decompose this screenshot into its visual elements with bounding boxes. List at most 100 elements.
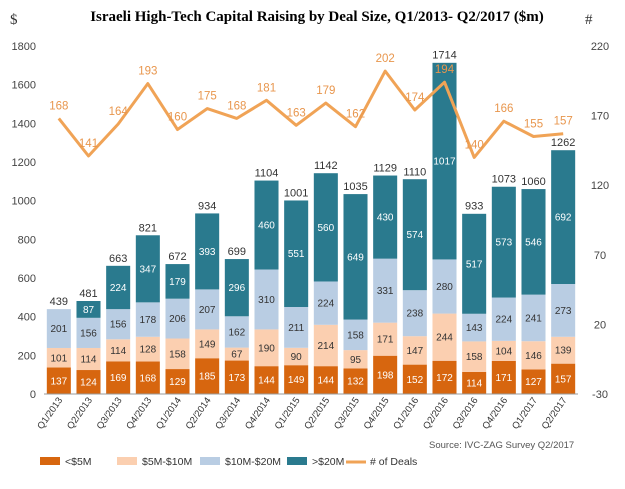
bar-segment xyxy=(343,350,368,369)
bar-segment xyxy=(254,269,279,330)
bar-segment xyxy=(343,319,368,351)
bar-segment xyxy=(224,316,249,348)
segment-value-label: 241 xyxy=(525,313,542,324)
segment-value-label: 179 xyxy=(169,277,186,288)
deals-value-label: 179 xyxy=(316,85,335,97)
bar-segment xyxy=(491,340,516,361)
bar-segment xyxy=(106,339,131,362)
deals-value-label: 163 xyxy=(287,107,306,119)
bar-segment xyxy=(491,297,516,341)
segment-value-label: 128 xyxy=(139,345,156,356)
bar-segment xyxy=(195,358,220,394)
segment-value-label: 143 xyxy=(466,323,483,334)
bar-segment xyxy=(521,189,546,295)
segment-value-label: 124 xyxy=(80,378,97,389)
total-value-label: 1110 xyxy=(403,166,426,178)
bar-segment xyxy=(373,258,398,323)
segment-value-label: 201 xyxy=(50,324,67,335)
segment-value-label: 173 xyxy=(228,373,245,384)
chart-title: Israeli High-Tech Capital Raising by Dea… xyxy=(90,9,544,25)
bar-segment xyxy=(284,200,309,307)
segment-value-label: 87 xyxy=(83,305,95,316)
bar-segment xyxy=(313,366,338,394)
bar-segment xyxy=(76,370,101,394)
bar-segment xyxy=(432,313,457,361)
bar-segment xyxy=(432,259,457,314)
deals-value-label: 160 xyxy=(168,112,187,124)
x-tick-label: Q2/2015 xyxy=(302,395,332,431)
bar-segment xyxy=(106,309,131,340)
total-value-label: 1714 xyxy=(432,50,456,62)
total-value-label: 1060 xyxy=(521,176,545,188)
bar-segment xyxy=(551,150,576,284)
x-tick-label: Q1/2014 xyxy=(154,395,184,431)
segment-value-label: 157 xyxy=(555,374,572,385)
legend-label: $5M-$10M xyxy=(142,456,192,468)
segment-value-label: 551 xyxy=(288,249,305,260)
right-axis-ticks: -30 20 70 120 170 220 xyxy=(591,41,609,401)
segment-value-label: 207 xyxy=(199,305,216,316)
segment-value-label: 127 xyxy=(525,377,542,388)
bar-segment xyxy=(254,180,279,270)
bar-segment xyxy=(313,173,338,282)
segment-value-label: 280 xyxy=(436,282,453,293)
total-value-label: 933 xyxy=(465,201,483,213)
bar-segment xyxy=(106,361,131,394)
deals-value-label: 202 xyxy=(376,53,395,65)
segment-value-label: 214 xyxy=(317,341,334,352)
x-tick-label: Q2/2017 xyxy=(540,395,570,431)
segment-value-label: 158 xyxy=(169,349,186,360)
segment-value-label: 460 xyxy=(258,221,275,232)
total-value-label: 439 xyxy=(50,296,68,308)
left-tick-label: 600 xyxy=(18,273,36,285)
bar-segment xyxy=(284,365,309,394)
bar-segment xyxy=(402,179,427,291)
legend-swatch xyxy=(200,457,220,465)
segment-value-label: 574 xyxy=(406,230,423,241)
bar-segment xyxy=(76,301,101,318)
segment-value-label: 224 xyxy=(110,283,127,294)
right-tick-label: 70 xyxy=(594,250,606,262)
segment-value-label: 296 xyxy=(228,283,245,294)
bar-segment xyxy=(224,347,249,361)
right-tick-label: 120 xyxy=(591,180,609,192)
segment-value-label: 224 xyxy=(317,299,334,310)
segment-value-label: 244 xyxy=(436,333,453,344)
deals-line-layer: 168 141 164 193 160 175 168 181 163 179 162 202 174 1… xyxy=(49,53,573,159)
segment-value-label: 393 xyxy=(199,247,216,258)
segment-value-label: 114 xyxy=(110,346,126,357)
x-axis-ticks: Q1/2013 Q2/2013 Q3/2013 Q4/2013 Q1/2014 Q2/20… xyxy=(35,395,569,431)
bar-segment xyxy=(462,313,487,342)
bar-segment xyxy=(313,324,338,367)
segment-value-label: 310 xyxy=(258,295,275,306)
bar-segment xyxy=(551,283,576,337)
segment-value-label: 171 xyxy=(495,373,512,384)
segment-value-label: 185 xyxy=(199,372,216,383)
bar-segment xyxy=(551,336,576,364)
segment-value-label: 162 xyxy=(228,327,245,338)
segment-value-label: 517 xyxy=(466,259,483,270)
left-tick-label: 0 xyxy=(30,389,36,401)
segment-value-label: 156 xyxy=(110,320,127,331)
segment-value-label: 90 xyxy=(291,352,303,363)
deals-value-label: 181 xyxy=(257,82,276,94)
bar-segment xyxy=(106,265,131,310)
bar-segment xyxy=(224,259,249,317)
deals-series-line xyxy=(57,69,564,159)
total-value-label: 821 xyxy=(139,222,157,234)
bar-segment xyxy=(462,371,487,394)
segment-value-label: 158 xyxy=(466,352,483,363)
bar-segment xyxy=(402,336,427,365)
segment-value-label: 144 xyxy=(258,376,275,387)
segment-value-label: 104 xyxy=(495,346,512,357)
segment-value-label: 149 xyxy=(199,339,216,350)
x-tick-label: Q2/2014 xyxy=(184,395,214,431)
bar-segment xyxy=(165,338,190,370)
bar-segment xyxy=(165,264,190,299)
left-tick-label: 800 xyxy=(18,234,36,246)
bar-segment xyxy=(284,347,309,366)
segment-value-label: 169 xyxy=(110,373,127,384)
total-value-label: 1104 xyxy=(255,168,279,180)
segment-value-label: 347 xyxy=(139,264,156,275)
bar-segment xyxy=(254,366,279,394)
